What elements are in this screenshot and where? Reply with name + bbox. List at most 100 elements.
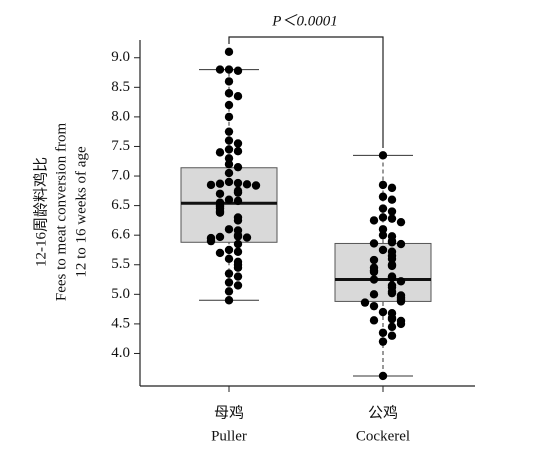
data-point (224, 245, 234, 255)
data-point (215, 248, 225, 258)
data-point (224, 65, 234, 74)
data-point (215, 148, 225, 157)
data-point (233, 196, 243, 206)
y-tick-label: 9.0 (111, 49, 130, 65)
data-point (215, 189, 225, 198)
data-point (378, 204, 388, 213)
data-point (224, 278, 234, 287)
data-point (224, 100, 234, 110)
data-point (378, 151, 388, 160)
y-tick-label: 4.5 (111, 315, 130, 331)
data-point (233, 91, 243, 101)
data-point (378, 245, 388, 255)
data-point (378, 180, 388, 190)
y-tick-label: 8.5 (111, 79, 130, 95)
data-point (224, 47, 234, 57)
data-point (387, 314, 397, 324)
data-point (369, 316, 379, 325)
y-tick-label: 4.0 (111, 345, 130, 361)
data-point (224, 154, 234, 163)
data-point (224, 254, 234, 264)
data-point (396, 277, 406, 286)
y-tick-label: 7.0 (111, 167, 130, 183)
data-point (233, 239, 243, 249)
data-point (251, 181, 261, 190)
data-point (224, 127, 234, 136)
y-label-line: 12-16周龄料鸡比 (32, 157, 49, 267)
data-point (224, 225, 234, 234)
data-point (233, 216, 243, 225)
x-tick-label: 公鸡 (368, 404, 398, 421)
data-point (387, 261, 397, 271)
data-point (378, 328, 388, 337)
data-point (369, 216, 379, 225)
y-tick-label: 7.5 (111, 138, 130, 154)
data-point (387, 238, 397, 247)
data-point (387, 207, 397, 216)
data-point (396, 297, 406, 306)
y-tick-label: 8.0 (111, 108, 130, 124)
data-point (233, 232, 243, 241)
y-tick-label: 6.5 (111, 197, 130, 213)
data-point (396, 217, 406, 227)
data-point (233, 272, 243, 281)
x-tick-label-en: Puller (211, 428, 247, 444)
data-point (233, 281, 243, 290)
data-point (378, 230, 388, 240)
data-point (206, 236, 216, 246)
data-point (378, 192, 388, 201)
y-tick-label: 6.6 (111, 227, 130, 243)
data-point (387, 183, 397, 193)
data-point (378, 225, 388, 234)
data-point (369, 255, 379, 265)
data-point (233, 66, 243, 75)
data-point (378, 307, 388, 317)
data-point (242, 233, 252, 242)
data-point (215, 208, 225, 217)
data-point (224, 296, 234, 305)
data-point (224, 112, 234, 122)
data-point (387, 273, 397, 282)
y-label-line: 12 to 16 weeks of age (73, 146, 89, 278)
data-point (369, 301, 379, 311)
data-point (378, 371, 388, 381)
data-point (224, 269, 234, 278)
data-point (387, 254, 397, 264)
y-axis-title: 12-16周龄料鸡比 Fees to meat conversion from … (32, 123, 89, 302)
data-point (233, 263, 243, 272)
data-point (369, 290, 379, 299)
data-point (387, 331, 397, 340)
data-point (224, 195, 234, 204)
data-point (224, 145, 234, 154)
data-point (387, 288, 397, 298)
data-point (360, 298, 370, 307)
data-point (233, 247, 243, 256)
data-point (224, 89, 234, 98)
data-point (233, 178, 243, 188)
data-point (224, 136, 234, 145)
data-point (224, 287, 234, 296)
p-value-annotation: P＜0.0001 (271, 13, 337, 29)
data-point (396, 239, 406, 249)
data-point (369, 275, 379, 284)
data-point (215, 65, 225, 74)
y-tick-label: 5.0 (111, 286, 130, 302)
y-tick-label: 5.5 (111, 256, 130, 272)
data-point (378, 213, 388, 222)
significance-bracket (228, 36, 384, 148)
data-point (242, 180, 252, 189)
data-point (387, 195, 397, 204)
data-point (206, 180, 216, 190)
x-tick-label-en: Cockerel (356, 428, 410, 444)
data-point (233, 139, 243, 148)
data-point (224, 168, 234, 178)
data-point (224, 177, 234, 187)
data-point (387, 322, 397, 332)
data-point (233, 146, 243, 156)
data-point (369, 239, 379, 248)
data-point (233, 188, 243, 197)
data-point (378, 337, 388, 346)
y-label-line: Fees to meat conversion from (53, 123, 69, 302)
data-point (233, 162, 243, 172)
